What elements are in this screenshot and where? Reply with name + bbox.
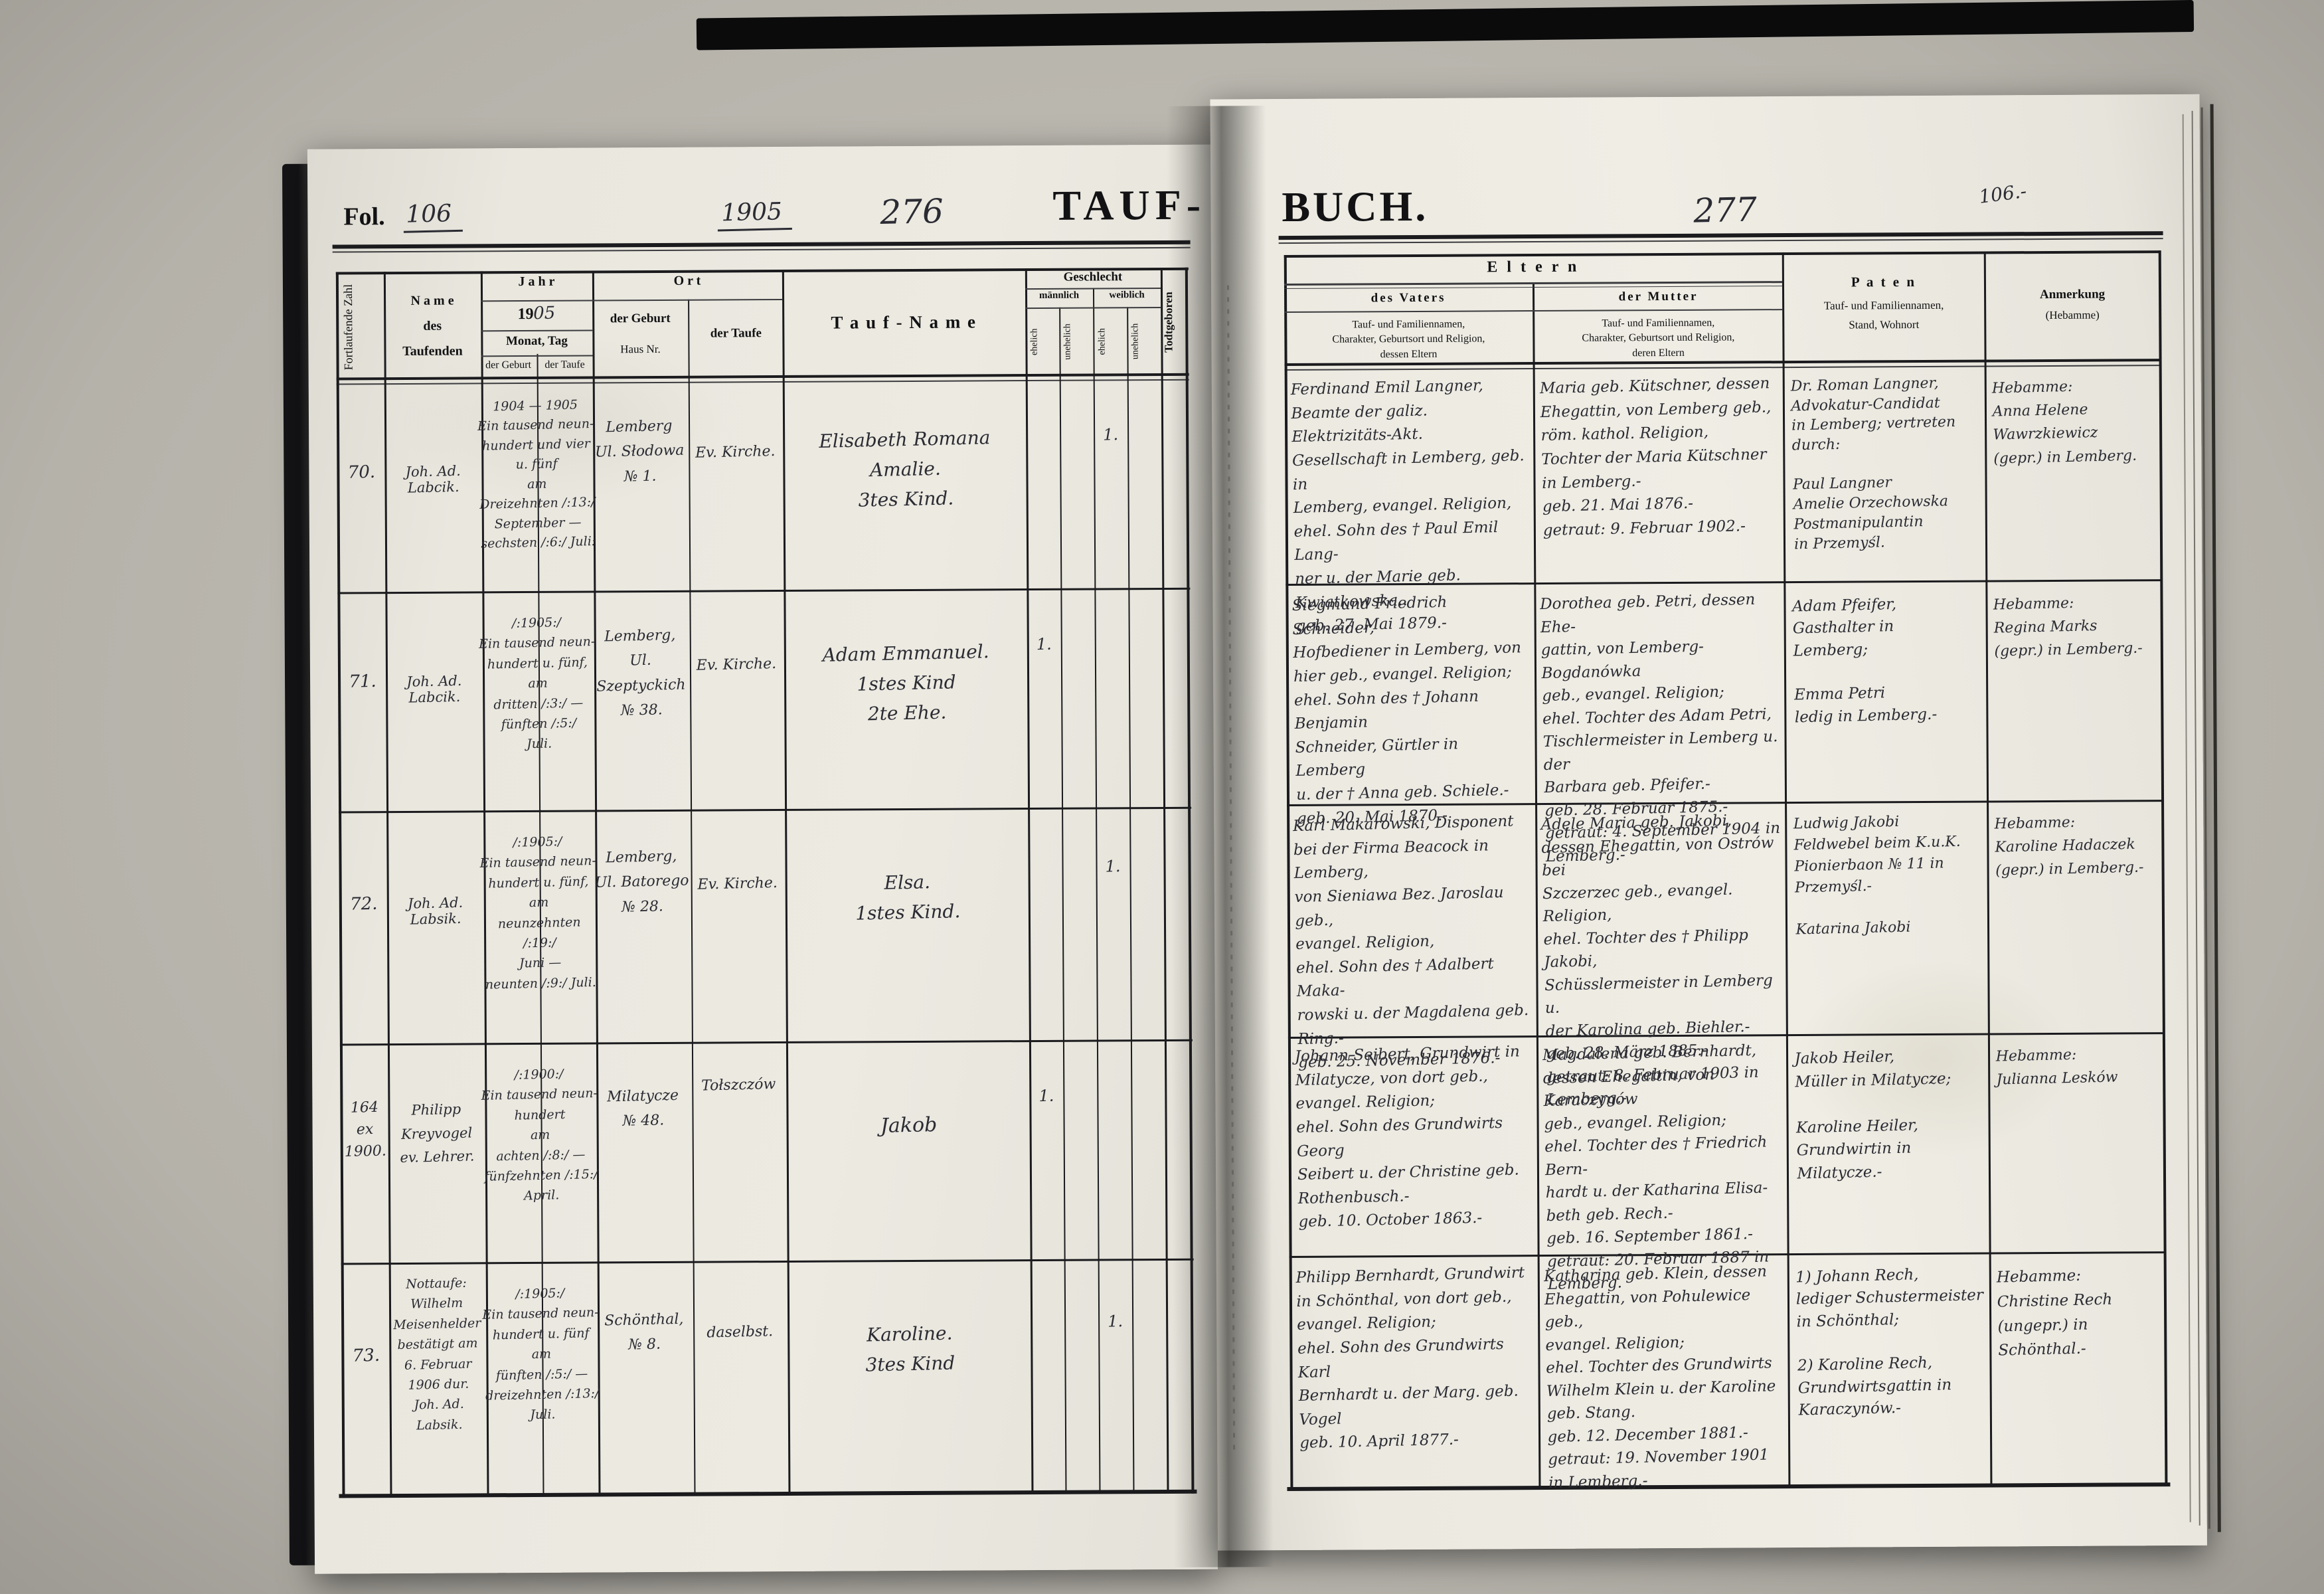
col-subheader-anmerkung: (Hebamme) — [2045, 308, 2100, 322]
entry-mother: Katharina geb. Klein, dessen Ehegattin, … — [1543, 1263, 1776, 1492]
sex-mark-maennlich-ehelich: 1. — [1036, 634, 1052, 654]
entry-baptism-name: Karoline. 3tes Kind — [865, 1322, 955, 1376]
entry-dates: /:1900:/ Ein tausend neun- hundert am ac… — [481, 1067, 598, 1203]
entry-dates: /:1905:/ Ein tausend neun- hundert u. fü… — [478, 615, 596, 752]
col-header-tauf-name: T a u f - N a m e — [831, 311, 977, 333]
entry-baptism-place: Ev. Kirche. — [695, 442, 776, 462]
entry-birthplace: Schönthal, № 8. — [604, 1310, 684, 1354]
folio-label: Fol. — [343, 202, 385, 231]
col-header-geschlecht: Geschlecht — [1063, 270, 1123, 284]
entry-baptism-place: Ev. Kirche. — [696, 655, 777, 674]
sex-mark-maennlich-ehelich: 1. — [1038, 1086, 1054, 1106]
col-header-jahr: J a h r — [518, 274, 555, 290]
page-number-left: 276 — [879, 191, 944, 232]
entry-baptism-name: Elsa. 1stes Kind. — [855, 871, 961, 925]
col-header-jahr-der-geburt: der Geburt — [485, 359, 532, 371]
page-number-right: 277 — [1693, 190, 1758, 230]
entry-number: 71. — [349, 671, 377, 692]
entry-mother: Maria geb. Kütschner, dessen Ehegattin, … — [1539, 375, 1772, 539]
entry-pastor-name: Joh. Ad. Labsik. — [407, 894, 463, 928]
entry-father: Siegmund Friedrich Schneider, Hofbediene… — [1291, 593, 1522, 828]
col-header-ort-der-geburt: der Geburt — [610, 311, 671, 326]
col-header-m-ehelich: ehelich — [1029, 328, 1040, 356]
entry-pastor-name: Nottaufe: Wilhelm Meisenhelder bestätigt… — [393, 1275, 481, 1433]
entry-godparents: Adam Pfeifer, Gasthalter in Lemberg; Emm… — [1791, 595, 1938, 727]
year-heading: 1905 — [716, 197, 792, 232]
col-header-m-unehelich: unehelich — [1062, 323, 1073, 360]
col-header-w-ehelich: ehelich — [1097, 328, 1108, 355]
book-top-edge — [696, 0, 2195, 50]
entry-midwife-note: Hebamme: Karoline Hadaczek (gepr.) in Le… — [1994, 814, 2144, 879]
entry-midwife-note: Hebamme: Anna Helene Wawrzkiewicz (gepr.… — [1991, 378, 2137, 468]
entry-number: 164 ex 1900. — [344, 1099, 387, 1160]
entry-godparents: Ludwig Jakobi Feldwebel beim K.u.K. Pion… — [1793, 813, 1961, 938]
col-header-todtgeboren: Todtgeboren — [1162, 292, 1175, 353]
col-header-name-des-taufenden: N a m e des Taufenden — [402, 293, 463, 359]
entry-father: Johann Seibert, Grundwirt in Milatycze, … — [1294, 1043, 1521, 1231]
entry-birthplace: Milatycze № 48. — [606, 1087, 679, 1130]
col-header-monat-tag: Monat, Tag — [505, 333, 568, 349]
col-header-jahr-der-taufe: der Taufe — [544, 359, 585, 371]
col-subheader-vater: Tauf- und Familiennamen, Charakter, Gebu… — [1332, 318, 1485, 361]
col-header-ort: O r t — [673, 273, 701, 288]
sex-mark-weiblich-ehelich: 1. — [1102, 425, 1119, 444]
page-stack-edges — [2210, 104, 2221, 1532]
col-header-eltern: E l t e r n — [1487, 258, 1580, 276]
entry-dates: /:1905:/ Ein tausend neun- hundert u. fü… — [482, 1286, 600, 1423]
entry-midwife-note: Hebamme: Regina Marks (gepr.) in Lemberg… — [1993, 594, 2143, 660]
entry-baptism-place: Tołszczów — [701, 1076, 776, 1095]
entry-father: Karl Makarowski, Disponent bei der Firma… — [1292, 812, 1529, 1072]
entry-father: Philipp Bernhardt, Grundwirt in Schöntha… — [1295, 1264, 1525, 1453]
entry-dates: 1904 — 1905 Ein tausend neun- hundert un… — [477, 397, 596, 551]
entry-pastor-name: Philipp Kreyvogel ev. Lehrer. — [400, 1101, 475, 1166]
sex-mark-weiblich-ehelich: 1. — [1107, 1312, 1123, 1331]
entry-pastor-name: Joh. Ad. Labcik. — [405, 462, 461, 496]
jahr-printed: 19 — [517, 305, 534, 323]
folio-number: 106 — [402, 199, 463, 233]
entry-birthplace: Lemberg, Ul. Batorego № 28. — [594, 847, 689, 916]
sex-mark-weiblich-ehelich: 1. — [1105, 857, 1121, 876]
col-header-anmerkung: Anmerkung — [2039, 287, 2106, 302]
entry-mother: Magdalena geb. Bernhardt, dessen Ehegatt… — [1542, 1041, 1770, 1294]
entry-godparents: 1) Johann Rech, lediger Schustermeister … — [1795, 1266, 1984, 1419]
col-header-der-mutter: der Mutter — [1618, 289, 1699, 304]
entry-number: 72. — [349, 893, 378, 915]
col-header-maennlich: männlich — [1038, 290, 1080, 301]
entry-baptism-name: Adam Emmanuel. 1stes Kind 2te Ehe. — [822, 640, 989, 725]
col-header-des-vaters: des Vaters — [1370, 290, 1446, 306]
col-header-jahr-value: 1905 — [481, 303, 592, 323]
col-header-w-unehelich: unehelich — [1130, 323, 1141, 360]
entry-godparents: Jakob Heiler, Müller in Milatycze; Karol… — [1794, 1048, 1951, 1182]
fol-text: Fol. — [343, 203, 385, 231]
col-header-ort-der-taufe: der Taufe — [710, 326, 762, 341]
col-header-paten: P a t e n — [1851, 274, 1917, 290]
entry-midwife-note: Hebamme: Julianna Lesków — [1995, 1046, 2118, 1089]
col-subheader-mutter: Tauf- und Familiennamen, Charakter, Gebu… — [1582, 317, 1735, 359]
entry-pastor-name: Joh. Ad. Labcik. — [406, 672, 462, 706]
entry-baptism-place: Ev. Kirche. — [697, 874, 778, 893]
col-header-haus-nr: Haus Nr. — [620, 342, 661, 356]
jahr-handwritten: 05 — [533, 303, 556, 324]
col-subheader-paten: Tauf- und Familiennamen, Stand, Wohnort — [1823, 298, 1944, 331]
entry-baptism-place: daselbst. — [706, 1323, 774, 1342]
entry-midwife-note: Hebamme: Christine Rech (ungepr.) in Sch… — [1996, 1267, 2113, 1360]
entry-dates: /:1905:/ Ein tausend neun- hundert u. fü… — [479, 834, 597, 992]
col-header-fortlaufende-zahl: Fortlaufende Zahl — [341, 284, 355, 371]
col-header-weiblich: weiblich — [1109, 290, 1145, 301]
entry-baptism-name: Elisabeth Romana Amalie. 3tes Kind. — [819, 426, 991, 511]
entry-birthplace: Lemberg, Ul. Szeptyckich № 38. — [596, 626, 686, 719]
entry-number: 73. — [352, 1345, 380, 1366]
book-title-right: BUCH. — [1282, 182, 1429, 231]
entry-birthplace: Lemberg Ul. Słodowa № 1. — [594, 417, 685, 486]
entry-godparents: Dr. Roman Langner, Advokatur-Candidat in… — [1790, 375, 1956, 553]
entry-number: 70. — [347, 462, 376, 483]
book-title-left: TAUF- — [1052, 181, 1206, 229]
